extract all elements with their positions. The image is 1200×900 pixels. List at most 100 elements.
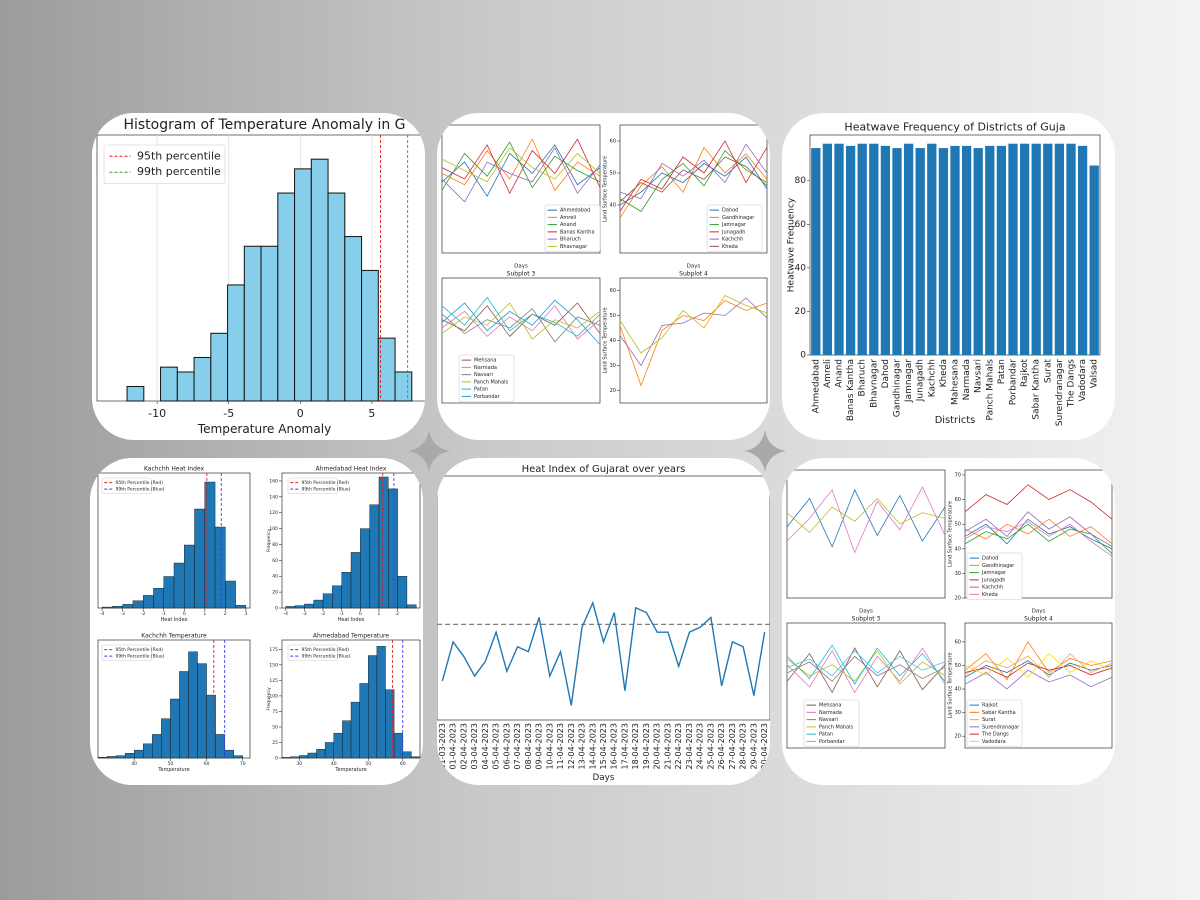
y-tick-label: 30 <box>955 710 961 716</box>
legend-box <box>966 552 1023 600</box>
series-line <box>619 146 768 219</box>
series-line <box>441 302 601 340</box>
histogram-bar <box>143 743 153 759</box>
bar <box>903 143 914 355</box>
chart: Histogram of Temperature Anomaly in G Tem… <box>96 117 425 436</box>
bar <box>1089 165 1099 355</box>
x-tick-label: 3 <box>244 611 247 617</box>
x-tick-label: 21-04-2023 <box>663 723 672 770</box>
series-line <box>786 486 946 554</box>
legend-label: Dahod <box>722 208 738 214</box>
histogram-bar <box>322 593 333 609</box>
card: Days Days Land Surface Temperature 20 30 40 50… <box>782 458 1115 785</box>
x-tick-label: 19-04-2023 <box>642 723 651 770</box>
x-tick-label: 04-04-2023 <box>481 723 490 770</box>
y-tick-label: 20 <box>795 307 807 317</box>
bar <box>1077 145 1088 355</box>
histogram-bar <box>406 604 417 609</box>
y-axis-label: Land Surface Temperature <box>948 501 954 567</box>
histogram-bar <box>225 580 236 609</box>
x-tick-label: 40 <box>331 761 337 767</box>
card: Kachchh Heat Index Heat Index -4 -3 -2 -1 0 1 2 3… <box>90 458 423 785</box>
series-line <box>964 669 1113 690</box>
legend-label: 95th percentile <box>137 149 221 162</box>
series-line <box>964 518 1113 545</box>
histogram-bar <box>333 732 343 759</box>
x-tick-label: 0 <box>359 611 362 617</box>
histogram-bar <box>204 481 216 609</box>
bar <box>973 148 983 355</box>
histogram-bar <box>397 576 408 609</box>
x-tick-label: Mahesana <box>951 359 961 405</box>
x-tick-label: 05-04-2023 <box>492 723 501 770</box>
y-tick-label: 50 <box>610 313 616 319</box>
y-tick-label: 0 <box>800 351 806 361</box>
series-line <box>964 523 1113 554</box>
x-tick-label: -10 <box>148 407 166 420</box>
x-tick-label: Ahmedabad <box>811 359 821 413</box>
y-tick-label: 60 <box>610 139 616 145</box>
bar <box>869 143 879 355</box>
bar <box>1066 143 1076 355</box>
series-line <box>441 144 601 197</box>
legend-label: Kachchh <box>982 585 1003 591</box>
legend-box <box>458 354 515 402</box>
legend-box <box>706 204 763 252</box>
legend-label: The Dangs <box>981 732 1009 738</box>
x-tick-label: Banas Kantha <box>846 359 856 421</box>
legend-label: Junagadh <box>981 577 1005 583</box>
legend-label: Panch Mahals <box>819 724 854 730</box>
x-tick-label: Navsari <box>974 359 984 393</box>
x-tick-label: -1 <box>161 611 166 617</box>
histogram-bar <box>285 606 296 609</box>
histogram-bar <box>184 544 195 609</box>
histogram-bar <box>299 755 309 759</box>
series-line <box>964 653 1113 678</box>
legend-box <box>287 644 338 662</box>
y-tick-label: 75 <box>272 709 278 715</box>
x-tick-label: 1 <box>203 611 206 617</box>
card: Heat Index of Gujarat over years Days 31-0… <box>437 458 770 785</box>
bar <box>857 143 867 355</box>
series-line <box>964 511 1113 547</box>
plot-frame <box>619 277 768 404</box>
histogram-bar <box>233 755 243 759</box>
series-line <box>786 647 946 694</box>
y-tick-label: 175 <box>269 647 278 653</box>
series-line <box>964 641 1113 681</box>
x-tick-label: Patan <box>997 359 1007 384</box>
series-line <box>786 650 946 677</box>
histogram-bar <box>160 366 178 402</box>
x-tick-label: 50 <box>168 761 174 767</box>
histogram-bar <box>402 751 412 759</box>
bar <box>1043 143 1053 355</box>
chart-title: Kachchh Temperature <box>141 632 207 639</box>
legend-label: Narmada <box>474 365 497 371</box>
legend-label: Bharuch <box>560 237 581 243</box>
y-tick-label: 30 <box>955 571 961 577</box>
bar <box>845 145 856 355</box>
histogram-bar <box>173 562 185 609</box>
histogram-bar <box>142 595 154 609</box>
x-tick-label: 02-04-2023 <box>459 723 468 770</box>
series-line <box>964 484 1113 520</box>
histogram-bar <box>332 585 342 609</box>
legend-label: 95th Percentile (Red) <box>116 647 164 653</box>
histogram-bar <box>281 757 291 759</box>
x-tick-label: 26-04-2023 <box>717 723 726 770</box>
card: Days Ahmedabad Amreli Anand Banas Kantha Bhar… <box>437 113 770 440</box>
x-axis-label: Days <box>593 773 615 783</box>
plot-frame <box>786 469 946 599</box>
y-axis-label: Frequency <box>266 687 272 711</box>
x-tick-label: The Dangs <box>1067 359 1077 408</box>
legend-box <box>287 477 338 495</box>
x-tick-label: Dahod <box>881 359 891 388</box>
bar <box>892 148 902 355</box>
histogram-bar <box>235 605 247 609</box>
histogram-bar <box>394 371 413 402</box>
legend-label: 95th Percentile (Red) <box>116 480 164 486</box>
histogram-bar <box>378 476 389 609</box>
histogram-bar <box>106 756 117 759</box>
series-line <box>964 662 1113 678</box>
legend-label: Banas Kantha <box>560 229 595 235</box>
